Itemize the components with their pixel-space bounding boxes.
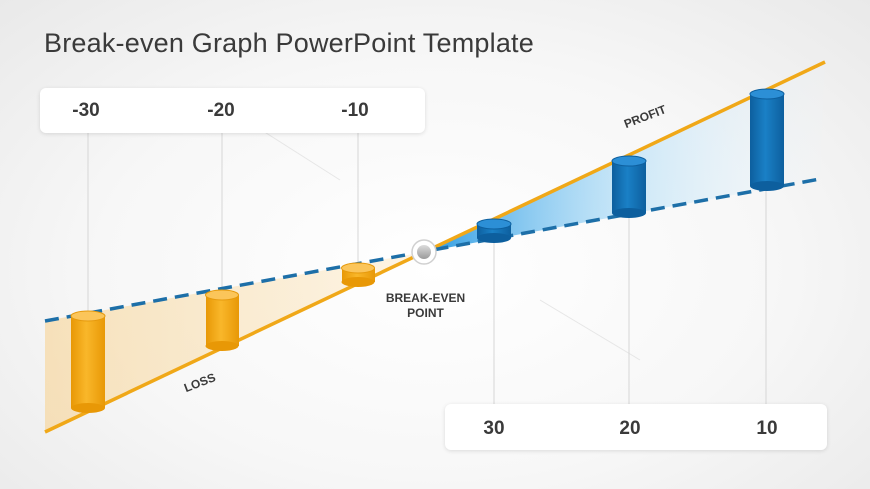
loss-bar (70, 310, 106, 413)
loss-value: -20 (207, 100, 235, 121)
profit-bar (749, 88, 785, 191)
loss-bar (205, 289, 239, 351)
profit-values-panel: 30 20 10 (445, 404, 827, 450)
profit-bar (611, 155, 647, 218)
break-even-label-line2: POINT (407, 306, 444, 320)
loss-bar (341, 262, 375, 287)
profit-value: 30 (483, 418, 505, 439)
profit-value: 10 (756, 418, 778, 439)
profit-bar (476, 218, 512, 243)
break-even-label-line1: BREAK-EVEN (385, 291, 466, 305)
profit-value: 20 (619, 418, 641, 439)
break-even-label: BREAK-EVEN POINT (378, 291, 473, 321)
loss-values-panel: -30 -20 -10 (40, 88, 425, 133)
leader-lines (87, 133, 767, 404)
decor-line (539, 299, 641, 361)
slide-title: Break-even Graph PowerPoint Template (44, 28, 534, 58)
break-even-marker (411, 239, 437, 265)
loss-value: -30 (72, 100, 100, 121)
loss-value: -10 (341, 100, 369, 121)
